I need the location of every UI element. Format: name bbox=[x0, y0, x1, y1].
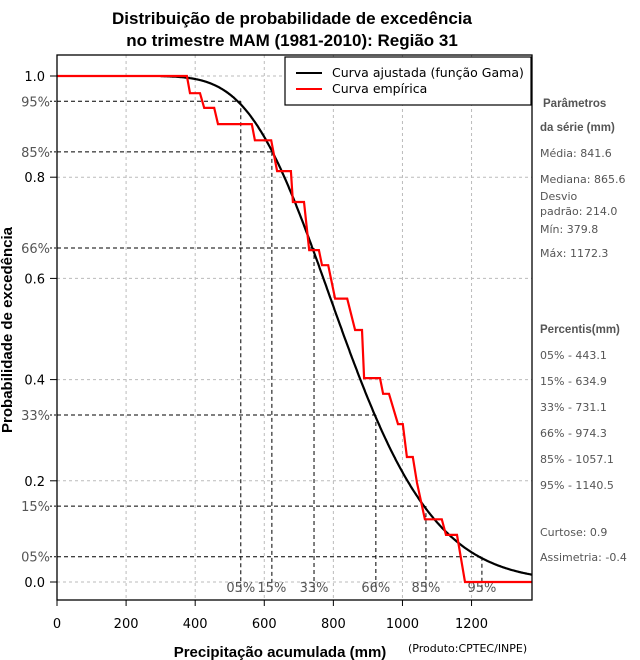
percentis-heading: Percentis(mm) bbox=[540, 324, 620, 336]
x-tick-label: 0 bbox=[53, 617, 61, 632]
empirical-curve bbox=[57, 74, 532, 584]
param-max: Máx: 1172.3 bbox=[540, 247, 608, 260]
param-sd-line-2: padrão: 214.0 bbox=[540, 205, 617, 218]
percentile-y-label: 66% bbox=[21, 242, 50, 257]
chart-title-line-1: Distribuição de probabilidade de excedên… bbox=[112, 9, 472, 28]
percentile-x-label: 33% bbox=[300, 581, 329, 596]
percentile-x-label: 15% bbox=[257, 581, 286, 596]
param-sd-line-1: Desvio bbox=[540, 190, 578, 203]
legend-box bbox=[284, 56, 532, 106]
percentil-15: 15% - 634.9 bbox=[540, 375, 607, 388]
skewness: Assimetria: -0.4 bbox=[540, 551, 627, 564]
x-tick-label: 200 bbox=[114, 617, 139, 632]
percentil-33: 33% - 731.1 bbox=[540, 401, 607, 414]
percentile-x-label: 66% bbox=[361, 581, 390, 596]
legend: Curva ajustada (função Gama) Curva empír… bbox=[284, 56, 532, 106]
percentile-lines: 05% 15% 33% 66% 85% 95% bbox=[57, 100, 496, 596]
params-heading-2: da série (mm) bbox=[540, 122, 615, 134]
y-tick-label: 0.2 bbox=[24, 475, 45, 490]
percentil-85: 85% - 1057.1 bbox=[540, 453, 614, 466]
grid bbox=[57, 55, 532, 600]
percentile-y-label: 05% bbox=[21, 551, 50, 566]
percentile-y-label: 85% bbox=[21, 146, 50, 161]
y-tick-label: 0.4 bbox=[24, 374, 45, 389]
series-group bbox=[57, 74, 532, 584]
stats-panel: Parâmetros da série (mm) Média: 841.6 Me… bbox=[540, 98, 627, 564]
x-tick-label: 1000 bbox=[386, 617, 419, 632]
chart-title-line-2: no trimestre MAM (1981-2010): Região 31 bbox=[126, 31, 458, 50]
x-axis: 0 200 400 600 800 1000 1200 bbox=[53, 600, 488, 632]
x-tick-label: 400 bbox=[183, 617, 208, 632]
y-tick-label: 0.8 bbox=[24, 171, 45, 186]
percentil-95: 95% - 1140.5 bbox=[540, 479, 614, 492]
plot-frame bbox=[56, 54, 533, 601]
percentile-y-label: 15% bbox=[21, 500, 50, 515]
x-tick-label: 1200 bbox=[455, 617, 488, 632]
gamma-fit-curve bbox=[160, 75, 532, 576]
percentil-05: 05% - 443.1 bbox=[540, 349, 607, 362]
percentile-x-label: 05% bbox=[226, 581, 255, 596]
param-min: Mín: 379.8 bbox=[540, 223, 598, 236]
x-tick-label: 600 bbox=[252, 617, 277, 632]
param-mean: Média: 841.6 bbox=[540, 147, 612, 160]
y-tick-label: 0.6 bbox=[24, 272, 45, 287]
y-tick-label: 1.0 bbox=[24, 70, 45, 85]
params-heading-1: Parâmetros bbox=[543, 98, 606, 110]
percentile-y-label: 95% bbox=[21, 95, 50, 110]
y-tick-label: 0.0 bbox=[24, 576, 45, 591]
x-axis-title: Precipitação acumulada (mm) bbox=[174, 644, 387, 660]
percentil-66: 66% - 974.3 bbox=[540, 427, 607, 440]
y-axis: 1.0 0.8 0.6 0.4 0.2 0.0 95% 85% 66% 33% 15% 05% bbox=[21, 70, 57, 591]
legend-label-empirical: Curva empírica bbox=[332, 81, 427, 96]
x-tick-label: 800 bbox=[321, 617, 346, 632]
credit-text: (Produto:CPTEC/INPE) bbox=[408, 642, 527, 655]
kurtosis: Curtose: 0.9 bbox=[540, 526, 607, 539]
percentile-y-label: 33% bbox=[21, 409, 50, 424]
legend-label-gamma: Curva ajustada (função Gama) bbox=[332, 65, 524, 80]
y-axis-title: Probabilidade de excedência bbox=[0, 226, 16, 433]
percentile-x-label: 85% bbox=[411, 581, 440, 596]
percentile-x-label: 95% bbox=[467, 581, 496, 596]
param-median: Mediana: 865.6 bbox=[540, 173, 625, 186]
